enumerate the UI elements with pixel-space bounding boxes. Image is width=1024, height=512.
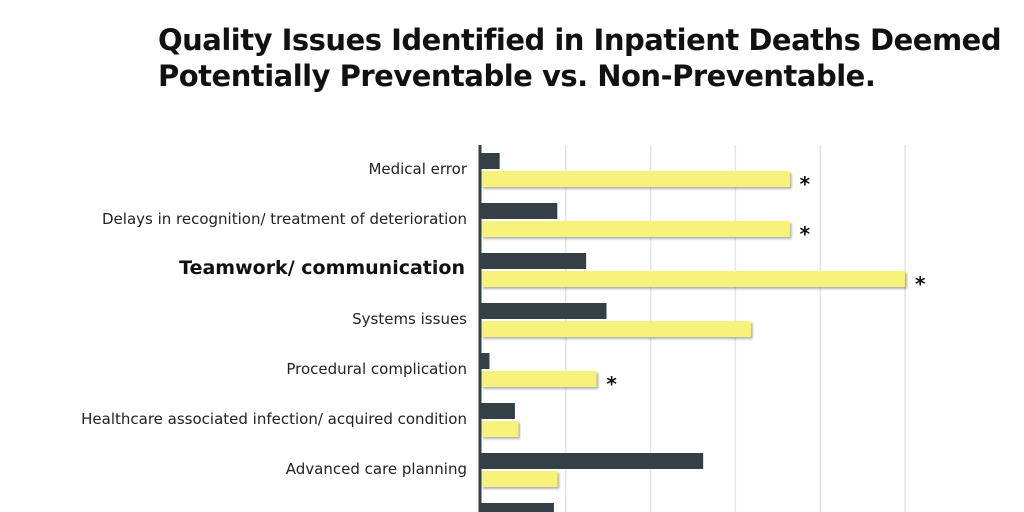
bar-non-preventable bbox=[481, 403, 515, 419]
significance-marker: * bbox=[606, 372, 617, 396]
category-label: Procedural complication bbox=[286, 360, 467, 378]
bar-non-preventable bbox=[481, 203, 558, 219]
bar-non-preventable bbox=[481, 453, 704, 469]
bar-non-preventable bbox=[481, 353, 490, 369]
bar-non-preventable bbox=[481, 253, 587, 269]
bar-preventable bbox=[481, 471, 558, 487]
chart-title: Quality Issues Identified in Inpatient D… bbox=[158, 22, 1002, 94]
bar-preventable bbox=[481, 421, 519, 437]
chart-title-line-2: Potentially Preventable vs. Non-Preventa… bbox=[158, 59, 876, 93]
bar-preventable bbox=[481, 271, 905, 287]
category-label: Healthcare associated infection/ acquire… bbox=[81, 410, 467, 428]
category-label: Delays in recognition/ treatment of dete… bbox=[102, 210, 467, 228]
category-label: Teamwork/ communication bbox=[179, 257, 465, 279]
significance-marker: * bbox=[800, 222, 811, 246]
category-label: Advanced care planning bbox=[286, 460, 467, 478]
significance-marker: * bbox=[800, 172, 811, 196]
bar-non-preventable bbox=[481, 503, 554, 512]
significance-marker: * bbox=[915, 272, 926, 296]
bar-non-preventable bbox=[481, 153, 500, 169]
category-label: Systems issues bbox=[352, 310, 467, 328]
bar-preventable bbox=[481, 321, 751, 337]
bar-preventable bbox=[481, 171, 790, 187]
category-label: Medical error bbox=[368, 160, 467, 178]
bar-preventable bbox=[481, 371, 597, 387]
bar-non-preventable bbox=[481, 303, 607, 319]
chart-title-line-1: Quality Issues Identified in Inpatient D… bbox=[158, 23, 1002, 57]
bar-preventable bbox=[481, 221, 790, 237]
